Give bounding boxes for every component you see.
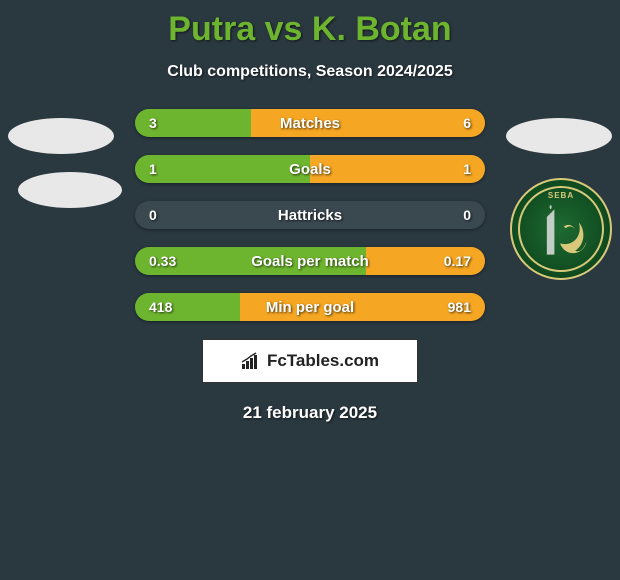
subtitle: Club competitions, Season 2024/2025 [0,63,620,81]
brand-text: FcTables.com [267,351,379,371]
club-badge-text: SEBA [520,191,602,200]
stat-row-goals: 1 Goals 1 [135,155,485,183]
club-badge: SEBA [510,178,612,280]
page-title: Putra vs K. Botan [0,0,620,49]
stat-label: Goals per match [135,247,485,275]
stat-value-right: 0 [463,201,471,229]
stat-row-hattricks: 0 Hattricks 0 [135,201,485,229]
stat-value-right: 0.17 [444,247,471,275]
player-left-avatar-placeholder [8,118,114,154]
player-left-avatar-placeholder-2 [18,172,122,208]
stat-label: Matches [135,109,485,137]
club-badge-inner: SEBA [518,186,604,272]
brand-box[interactable]: FcTables.com [202,339,418,383]
brand-chart-icon [241,352,261,370]
stat-row-matches: 3 Matches 6 [135,109,485,137]
stat-label: Hattricks [135,201,485,229]
stat-row-min-per-goal: 418 Min per goal 981 [135,293,485,321]
date-text: 21 february 2025 [0,403,620,423]
stats-container: 3 Matches 6 1 Goals 1 0 Hattricks 0 0.33… [135,109,485,321]
stat-label: Goals [135,155,485,183]
stat-label: Min per goal [135,293,485,321]
club-badge-art-icon [528,200,594,260]
stat-row-goals-per-match: 0.33 Goals per match 0.17 [135,247,485,275]
stat-value-right: 1 [463,155,471,183]
stat-value-right: 6 [463,109,471,137]
player-right-avatar-placeholder [506,118,612,154]
stat-value-right: 981 [448,293,471,321]
